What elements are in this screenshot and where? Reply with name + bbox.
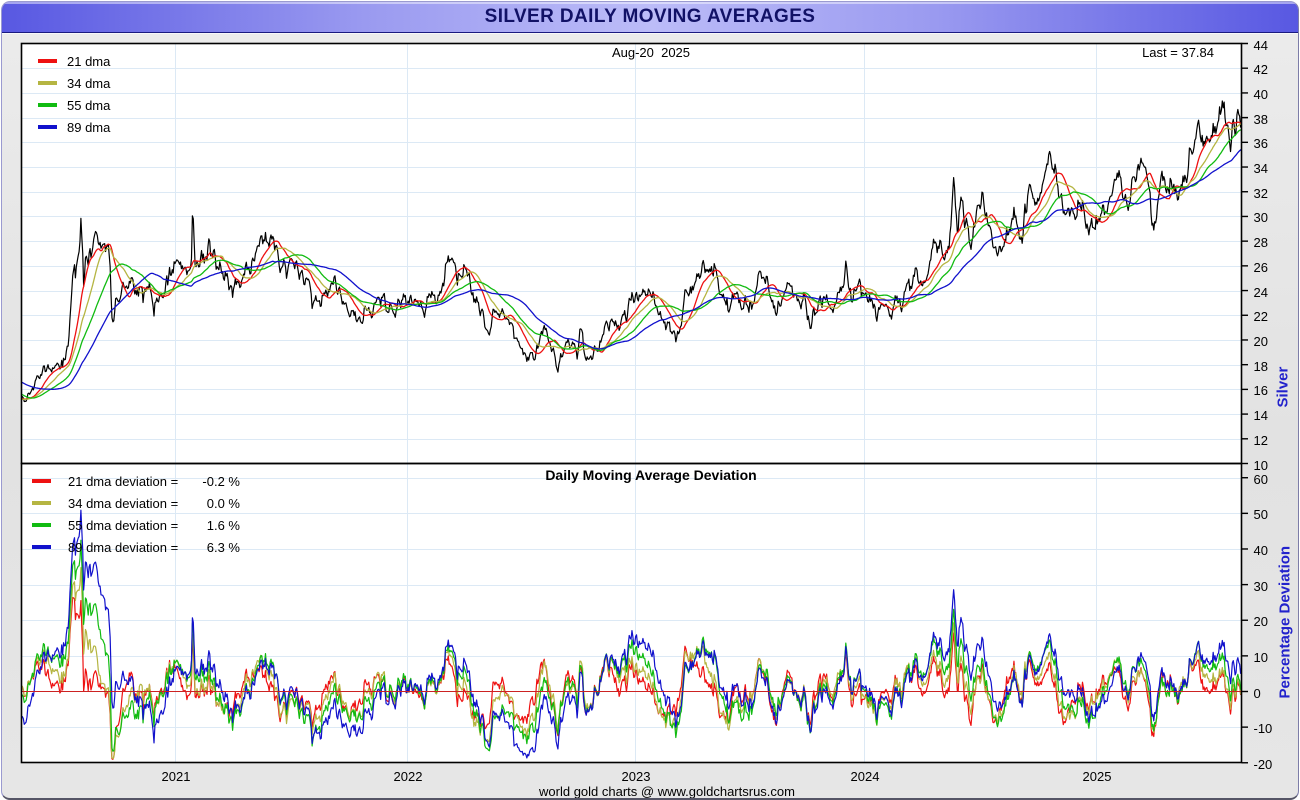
deviation-legend-value: -0.2 % — [202, 474, 240, 489]
deviation-legend-row: 55 dma deviation = 1.6 % — [32, 518, 272, 533]
deviation-legend-value: 0.0 % — [206, 496, 240, 511]
price-tick-label: 44 — [1253, 37, 1268, 53]
deviation-legend-label: 34 dma deviation = — [68, 496, 179, 511]
title-bar: SILVER DAILY MOVING AVERAGES — [2, 2, 1298, 33]
deviation-tick-label: -20 — [1253, 756, 1273, 772]
deviation-tick-label: 20 — [1253, 614, 1268, 630]
legend-swatch-deviation — [32, 523, 51, 527]
price-tick-label: 30 — [1253, 210, 1268, 226]
x-axis-year-label: 2024 — [850, 768, 880, 784]
legend-swatch-deviation — [32, 545, 51, 549]
chart-title: SILVER DAILY MOVING AVERAGES — [484, 6, 816, 27]
price-tick-label: 18 — [1253, 358, 1268, 374]
deviation-legend-row: 89 dma deviation = 6.3 % — [32, 540, 272, 555]
legend-swatch-deviation — [32, 501, 51, 505]
legend-swatch-55-dma — [38, 103, 57, 107]
deviation-tick-label: -10 — [1253, 721, 1273, 737]
deviation-tick-label: 30 — [1253, 578, 1268, 594]
legend-label: 55 dma — [67, 98, 111, 113]
deviation-tick-label: 40 — [1253, 542, 1268, 558]
89-dma-line — [21, 148, 1242, 390]
as-of-date-label: Aug-20 2025 — [611, 45, 691, 60]
x-axis-year-label: 2025 — [1082, 768, 1112, 784]
deviation-legend-value: 1.6 % — [206, 518, 240, 533]
legend-swatch-deviation — [32, 479, 51, 483]
x-axis-year-label: 2023 — [621, 768, 651, 784]
price-tick-label: 20 — [1253, 333, 1268, 349]
deviation-panel-title: Daily Moving Average Deviation — [545, 467, 757, 483]
silver-price-line — [21, 100, 1243, 403]
price-legend-row: 34 dma — [38, 76, 158, 91]
price-tick-label: 32 — [1253, 185, 1268, 201]
price-tick-label: 26 — [1253, 259, 1268, 275]
price-tick-label: 38 — [1253, 111, 1268, 127]
price-tick-label: 14 — [1253, 408, 1268, 424]
price-tick-label: 40 — [1253, 86, 1268, 102]
price-tick-label: 34 — [1253, 161, 1268, 177]
55-dma-line — [21, 128, 1242, 399]
x-axis-year-label: 2022 — [393, 768, 423, 784]
deviation-tick-label: 10 — [1253, 649, 1268, 665]
price-tick-label: 10 — [1253, 457, 1268, 473]
55-dma-deviation-line — [20, 539, 1243, 752]
deviation-tick-label: 50 — [1253, 507, 1268, 523]
legend-swatch-21-dma — [38, 59, 57, 63]
deviation-legend-label: 21 dma deviation = — [68, 474, 179, 489]
footer-credit: world gold charts @ www.goldchartsrus.co… — [539, 783, 795, 799]
price-tick-label: 28 — [1253, 235, 1268, 251]
price-legend-row: 21 dma — [38, 54, 158, 69]
legend-swatch-34-dma — [38, 81, 57, 85]
price-tick-label: 24 — [1253, 284, 1268, 300]
price-tick-label: 36 — [1253, 136, 1268, 152]
price-tick-label: 22 — [1253, 309, 1268, 325]
deviation-legend-label: 55 dma deviation = — [68, 518, 179, 533]
x-axis-year-label: 2021 — [161, 768, 191, 784]
price-legend-row: 55 dma — [38, 98, 158, 113]
deviation-axis-title: Percentage Deviation — [1276, 545, 1293, 699]
price-tick-label: 16 — [1253, 383, 1268, 399]
last-price-label: Last = 37.84 — [1142, 45, 1214, 60]
89-dma-deviation-line — [21, 509, 1243, 759]
price-tick-label: 12 — [1253, 432, 1268, 448]
legend-label: 21 dma — [67, 54, 111, 69]
deviation-tick-label: 60 — [1253, 471, 1268, 487]
deviation-legend-label: 89 dma deviation = — [68, 540, 179, 555]
deviation-tick-label: 0 — [1253, 685, 1261, 701]
price-tick-label: 42 — [1253, 62, 1268, 78]
price-axis-title: Silver — [1274, 366, 1291, 408]
legend-label: 34 dma — [67, 76, 111, 91]
deviation-legend-row: 21 dma deviation = -0.2 % — [32, 474, 272, 489]
price-legend-row: 89 dma — [38, 120, 158, 135]
deviation-legend-row: 34 dma deviation = 0.0 % — [32, 496, 272, 511]
deviation-legend-value: 6.3 % — [206, 540, 240, 555]
legend-swatch-89-dma — [38, 125, 57, 129]
legend-label: 89 dma — [67, 120, 111, 135]
